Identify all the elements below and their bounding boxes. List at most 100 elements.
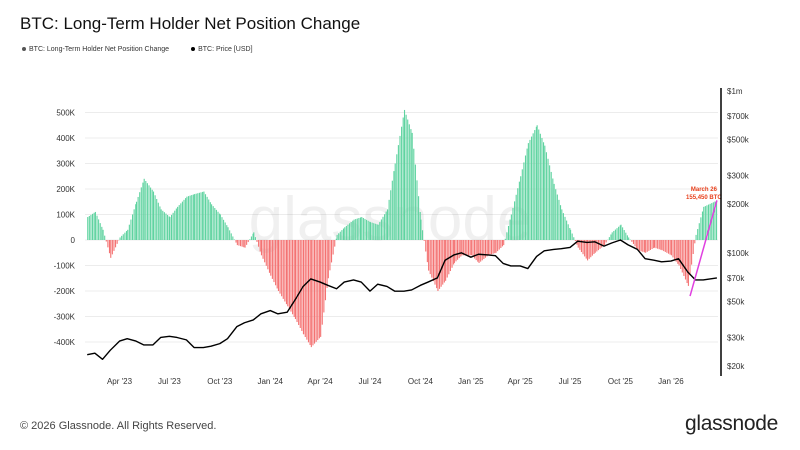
lth-bar [466,240,468,256]
lth-bar [521,169,523,240]
lth-bar [594,240,596,253]
lth-bar [317,240,319,341]
lth-bar [224,222,226,240]
lth-bar [602,240,604,247]
lth-bar [293,240,295,317]
right-tick-label: $1m [727,87,743,96]
lth-bar [180,203,182,240]
lth-bar [133,209,135,240]
lth-bar [574,240,576,241]
lth-bar [556,194,558,240]
lth-bar [194,194,196,240]
lth-bar [121,235,123,240]
lth-bar [362,217,364,240]
lth-bar [342,228,345,240]
lth-bar [660,240,662,250]
lth-bar [270,240,272,276]
lth-bar [561,209,563,240]
lth-bar [128,224,130,240]
lth-bar [298,240,300,326]
lth-bar [626,235,628,240]
lth-bar [390,190,392,240]
lth-bar [203,191,205,240]
lth-bar [451,240,453,268]
lth-bar [453,240,455,265]
lth-bar [582,240,584,255]
lth-bar [596,240,598,252]
lth-bar [580,240,582,253]
right-tick-label: $300k [727,172,750,181]
lth-bar [458,240,460,259]
lth-bar [467,240,470,256]
legend-dot-icon [22,47,26,52]
lth-bar [628,237,630,240]
lth-bar [157,202,159,240]
lth-bar [675,240,677,262]
lth-bar [107,240,109,248]
lth-bar [663,240,665,252]
lth-bar [526,148,528,240]
lth-bar [307,240,310,343]
lth-bar [115,240,117,248]
lth-bar [587,240,589,261]
right-tick-label: $700k [727,112,750,121]
lth-bar [145,180,147,240]
lth-bar [597,240,599,251]
lth-bar [520,176,522,240]
x-tick-label: Jan '24 [257,377,283,386]
lth-bar [367,220,369,240]
lth-bar [475,240,477,261]
lth-bar [358,218,360,240]
lth-bar [265,240,267,266]
lth-bar [329,240,331,271]
lth-bar [549,165,551,240]
right-tick-label: $50k [727,298,745,307]
lth-bar [566,220,568,240]
lth-bar [264,240,266,263]
lth-bar [198,192,200,240]
lth-bar [338,233,340,240]
lth-bar [411,132,413,240]
lth-bar [531,136,533,240]
lth-bar [661,240,663,251]
legend-item-price[interactable]: BTC: Price [USD] [191,46,253,53]
lth-bar [666,240,668,253]
lth-bar [101,226,103,240]
lth-bar [559,205,562,240]
lth-bar [536,125,538,240]
lth-bar [135,204,137,240]
lth-bar [195,193,197,240]
lth-bar [336,234,338,240]
lth-bar [604,240,606,246]
lth-bar [653,240,655,249]
lth-bar [460,240,462,257]
lth-bar [230,233,232,240]
lth-bar [393,171,395,240]
lth-bar [102,229,104,240]
lth-bar [223,219,225,240]
lth-bar [497,240,499,252]
lth-bar [369,222,372,240]
chart-title: BTC: Long-Term Holder Net Position Chang… [20,14,361,33]
lth-bar [273,240,275,283]
lth-bar [146,183,148,240]
lth-bar [645,240,647,253]
left-tick-label: -300K [54,313,76,322]
lth-bar [474,240,476,259]
lth-bar [692,240,694,254]
lth-bar [585,240,587,259]
lth-bar [669,240,671,255]
legend-item-lth[interactable]: BTC: Long-Term Holder Net Position Chang… [22,46,169,53]
lth-bar [156,198,158,240]
lth-bar [113,240,115,251]
lth-bar [334,240,336,247]
lth-bar [552,178,554,240]
lth-bar [169,217,171,240]
lth-bar [309,240,311,345]
lth-bar [369,221,371,240]
lth-bar [674,240,676,260]
lth-bar [691,240,693,265]
right-tick-label: $100k [727,249,750,258]
lth-bar [567,224,569,240]
